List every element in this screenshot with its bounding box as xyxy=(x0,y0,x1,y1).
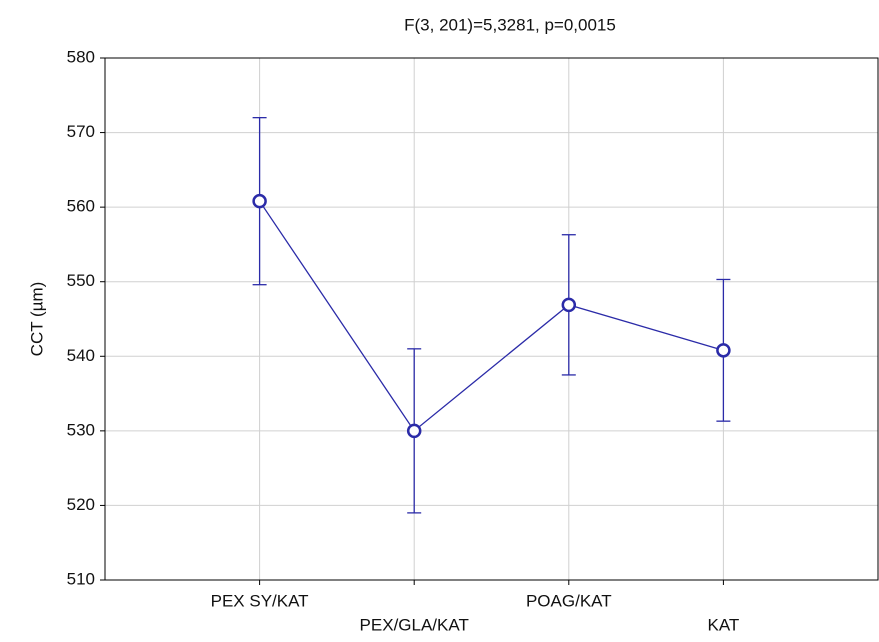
data-point xyxy=(561,297,577,313)
data-point xyxy=(406,423,422,439)
y-tick-label: 550 xyxy=(67,271,95,290)
y-tick-label: 510 xyxy=(67,569,95,588)
x-tick-label: PEX SY/KAT xyxy=(211,591,309,610)
y-tick-label: 520 xyxy=(67,495,95,514)
x-tick-label: POAG/KAT xyxy=(526,591,612,610)
y-tick-label: 570 xyxy=(67,122,95,141)
y-axis-label: CCT (µm) xyxy=(27,282,46,357)
x-tick-label: KAT xyxy=(707,615,739,634)
y-tick-label: 580 xyxy=(67,47,95,66)
data-point xyxy=(716,343,731,358)
plot-frame xyxy=(104,57,879,581)
data-point xyxy=(252,193,267,209)
data-line xyxy=(259,200,724,432)
chart-title: F(3, 201)=5,3281, p=0,0015 xyxy=(404,15,616,34)
y-tick-label: 540 xyxy=(67,346,95,365)
x-tick-label: PEX/GLA/KAT xyxy=(360,615,469,634)
y-tick-label: 560 xyxy=(67,197,95,216)
y-tick-label: 530 xyxy=(67,420,95,439)
